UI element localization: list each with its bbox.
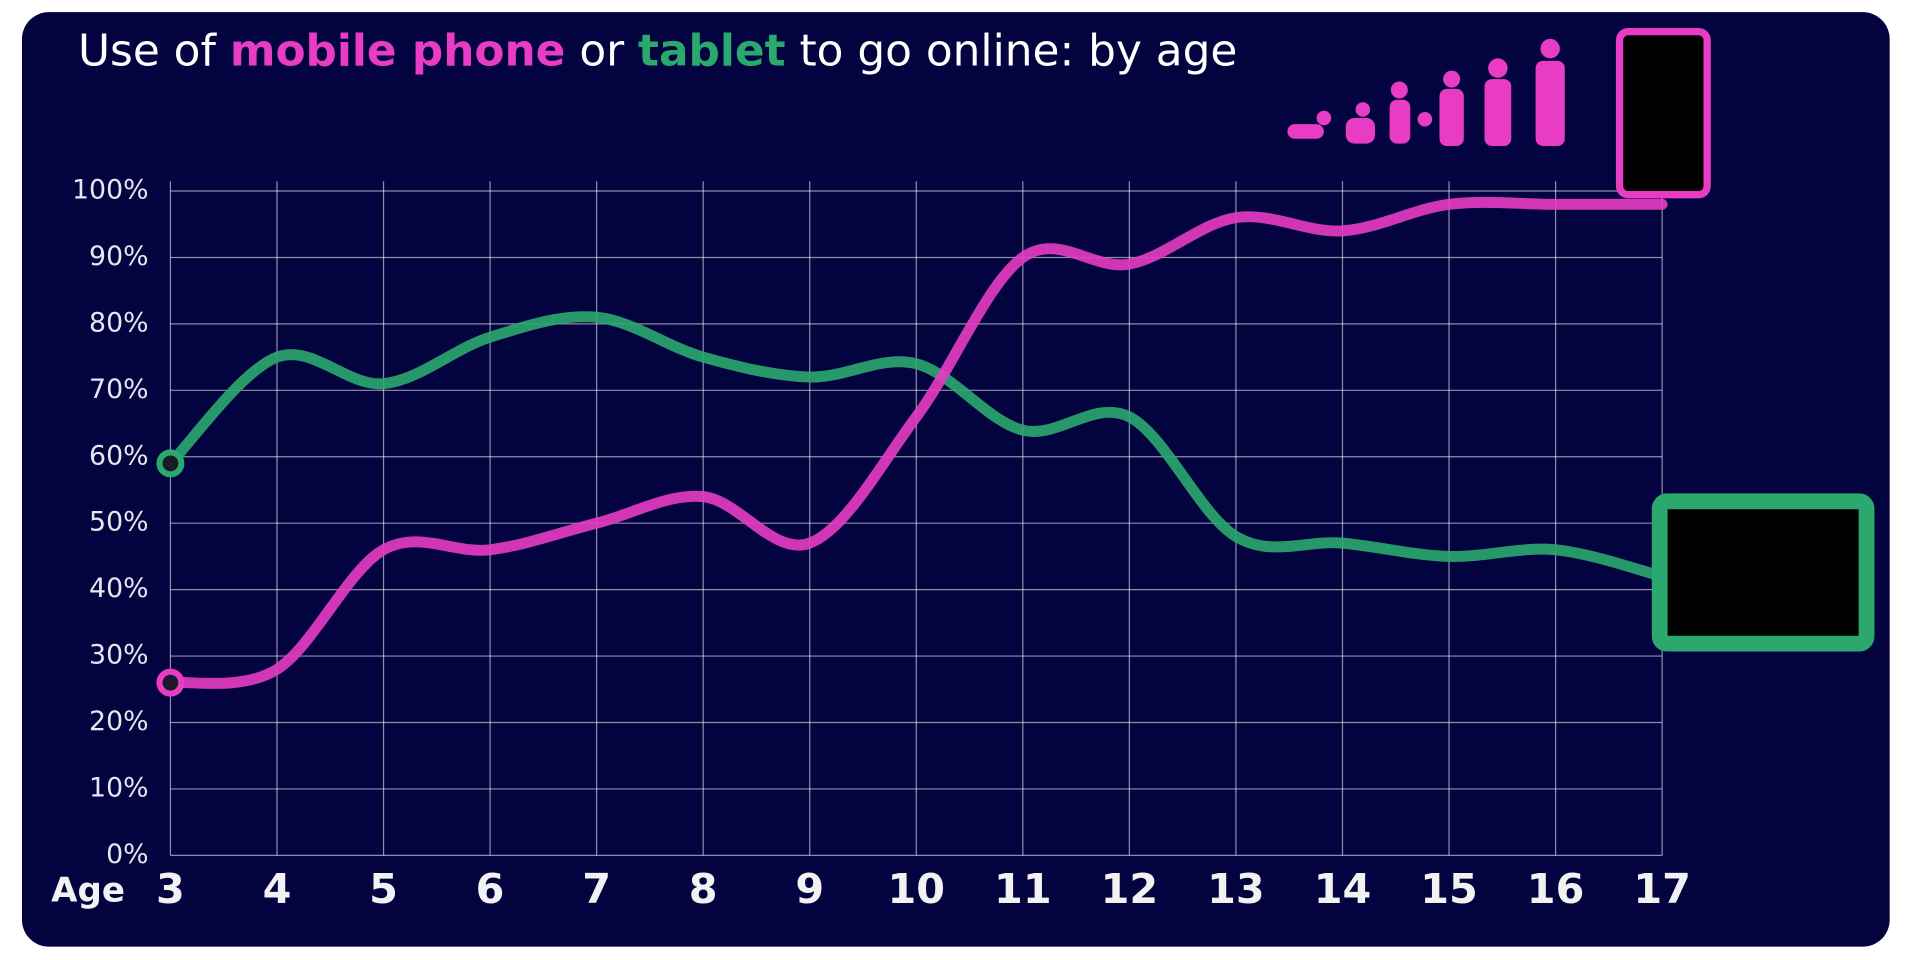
title-part: Use of [78, 26, 218, 77]
y-tick-label: 80% [89, 307, 148, 338]
x-tick-label: 9 [795, 865, 824, 913]
x-tick-label: 16 [1527, 865, 1585, 913]
legend-entry: tablet [638, 26, 786, 77]
x-tick-label: 4 [263, 865, 292, 913]
y-tick-label: 50% [89, 507, 148, 538]
panel [22, 12, 1890, 946]
start-marker [159, 452, 181, 474]
chart: Use of mobile phone or tablet to go onli… [0, 0, 1908, 960]
y-tick-label: 100% [72, 175, 148, 206]
y-tick-label: 40% [89, 573, 148, 604]
tablet-icon [1660, 501, 1867, 643]
y-tick-label: 30% [89, 640, 148, 671]
start-marker [159, 672, 181, 694]
x-tick-label: 6 [476, 865, 505, 913]
phone-icon [1620, 32, 1708, 195]
x-tick-label: 5 [369, 865, 398, 913]
y-tick-label: 20% [89, 706, 148, 737]
title-part: or [579, 26, 624, 77]
x-tick-label: 8 [689, 865, 718, 913]
chart-title: Use of mobile phone or tablet to go onli… [78, 26, 1237, 77]
page: {"chart_data": {"type": "line", "title_p… [0, 0, 1908, 960]
x-tick-label: 3 [156, 865, 185, 913]
x-tick-label: 13 [1207, 865, 1265, 913]
x-tick-label: 10 [888, 865, 946, 913]
y-tick-label: 60% [89, 440, 148, 471]
x-axis-label: Age [51, 870, 125, 910]
y-tick-label: 70% [89, 374, 148, 405]
y-tick-label: 10% [89, 772, 148, 803]
x-tick-label: 14 [1314, 865, 1372, 913]
legend-entry: mobile phone [230, 26, 566, 77]
x-tick-label: 12 [1101, 865, 1159, 913]
title-part: to go online: by age [799, 26, 1237, 77]
x-tick-label: 7 [582, 865, 611, 913]
y-tick-label: 90% [89, 241, 148, 272]
x-tick-label: 15 [1420, 865, 1478, 913]
y-tick-label: 0% [106, 839, 148, 870]
x-tick-label: 17 [1633, 865, 1691, 913]
x-tick-label: 11 [994, 865, 1052, 913]
